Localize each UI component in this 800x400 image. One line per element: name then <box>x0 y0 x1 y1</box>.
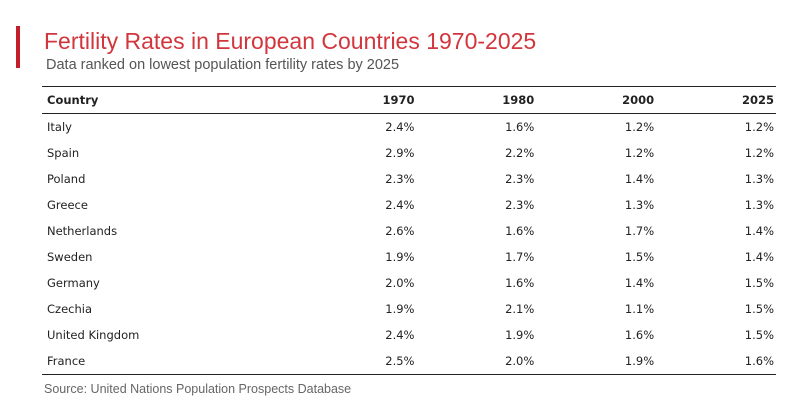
cell-1970: 1.9% <box>385 250 415 264</box>
cell-2025: 1.5% <box>744 276 774 290</box>
table-row: Poland 2.3% 2.3% 1.4% 1.3% <box>42 166 776 192</box>
cell-1980: 2.3% <box>505 172 535 186</box>
table-row: Germany 2.0% 1.6% 1.4% 1.5% <box>42 270 776 296</box>
cell-2000: 1.9% <box>534 348 655 375</box>
cell-1970: 2.0% <box>385 276 415 290</box>
cell-1970: 2.9% <box>385 146 415 160</box>
cell-country: Germany <box>47 276 100 290</box>
source-note: Source: United Nations Population Prospe… <box>44 382 352 396</box>
chart-title: Fertility Rates in European Countries 19… <box>44 28 537 54</box>
table-row: Czechia 1.9% 2.1% 1.1% 1.5% <box>42 296 776 322</box>
cell-2025: 1.2% <box>744 146 774 160</box>
cell-1970: 2.4% <box>385 328 415 342</box>
cell-1980: 1.6% <box>505 120 535 134</box>
cell-2000: 1.7% <box>624 224 655 238</box>
cell-1970: 1.9% <box>385 302 415 316</box>
cell-country: Italy <box>47 120 72 134</box>
cell-2000: 1.2% <box>624 120 655 134</box>
chart-subtitle: Data ranked on lowest population fertili… <box>46 57 400 73</box>
table-body: Italy 2.4% 1.6% 1.2% 1.2% Spain 2.9% 2.2% 1.2% 1.… <box>42 114 776 375</box>
cell-1970: 2.4% <box>385 120 415 134</box>
title-accent-bar <box>16 26 20 68</box>
cell-country: United Kingdom <box>47 328 140 342</box>
cell-country: Spain <box>47 146 80 160</box>
cell-1980: 1.7% <box>505 250 535 264</box>
cell-1980: 1.6% <box>505 224 535 238</box>
cell-2000: 1.2% <box>624 146 655 160</box>
cell-2000: 1.3% <box>624 198 655 212</box>
table-row: United Kingdom 2.4% 1.9% 1.6% 1.5% <box>42 322 776 348</box>
cell-2000: 1.4% <box>624 172 655 186</box>
column-header-country: Country <box>42 86 295 114</box>
cell-1980: 1.9% <box>505 328 535 342</box>
fertility-table: Country 1970 1980 2000 2025 Italy 2.4% 1.6… <box>42 86 776 375</box>
cell-1980: 2.0% <box>414 348 535 375</box>
cell-2025: 1.4% <box>744 250 774 264</box>
cell-2025: 1.2% <box>744 120 774 134</box>
cell-1980: 1.6% <box>505 276 535 290</box>
cell-country: Czechia <box>47 302 92 316</box>
cell-1970: 2.6% <box>385 224 415 238</box>
cell-country: France <box>42 348 295 375</box>
cell-2000: 1.1% <box>624 302 655 316</box>
table-row: Italy 2.4% 1.6% 1.2% 1.2% <box>42 114 776 141</box>
table-header: Country 1970 1980 2000 2025 <box>42 86 776 114</box>
cell-2025: 1.3% <box>744 198 774 212</box>
cell-2025: 1.5% <box>744 328 774 342</box>
header-row: Country 1970 1980 2000 2025 <box>42 86 776 114</box>
table-row: Greece 2.4% 2.3% 1.3% 1.3% <box>42 192 776 218</box>
cell-1970: 2.3% <box>385 172 415 186</box>
cell-2025: 1.3% <box>744 172 774 186</box>
table-row: Spain 2.9% 2.2% 1.2% 1.2% <box>42 140 776 166</box>
cell-2000: 1.4% <box>624 276 655 290</box>
table-row: Netherlands 2.6% 1.6% 1.7% 1.4% <box>42 218 776 244</box>
cell-2025: 1.4% <box>744 224 774 238</box>
cell-2025: 1.6% <box>654 348 776 375</box>
data-table-container: Country 1970 1980 2000 2025 Italy 2.4% 1.6… <box>42 86 776 375</box>
cell-1980: 2.3% <box>505 198 535 212</box>
cell-country: Greece <box>47 198 88 212</box>
cell-2000: 1.6% <box>624 328 655 342</box>
column-header-2025: 2025 <box>654 86 776 114</box>
column-header-1980: 1980 <box>414 86 535 114</box>
table-row: Sweden 1.9% 1.7% 1.5% 1.4% <box>42 244 776 270</box>
cell-2025: 1.5% <box>744 302 774 316</box>
column-header-1970: 1970 <box>294 86 415 114</box>
cell-1980: 2.1% <box>505 302 535 316</box>
cell-1970: 2.4% <box>385 198 415 212</box>
cell-country: Netherlands <box>47 224 118 238</box>
cell-1980: 2.2% <box>505 146 535 160</box>
cell-2000: 1.5% <box>624 250 655 264</box>
cell-1970: 2.5% <box>294 348 415 375</box>
table-row: France 2.5% 2.0% 1.9% 1.6% <box>42 348 776 375</box>
cell-country: Sweden <box>47 250 93 264</box>
cell-country: Poland <box>47 172 86 186</box>
column-header-2000: 2000 <box>534 86 655 114</box>
